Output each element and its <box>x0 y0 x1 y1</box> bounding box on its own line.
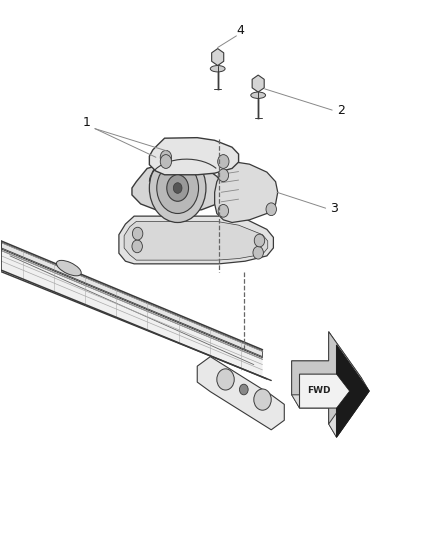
Polygon shape <box>1 251 262 378</box>
Circle shape <box>160 150 172 164</box>
Polygon shape <box>292 395 336 408</box>
Circle shape <box>218 205 229 217</box>
Circle shape <box>253 246 263 259</box>
Polygon shape <box>124 221 268 260</box>
Polygon shape <box>292 361 336 374</box>
Polygon shape <box>119 216 273 264</box>
Polygon shape <box>1 243 262 357</box>
Text: 1: 1 <box>82 116 90 129</box>
Circle shape <box>266 203 276 216</box>
Circle shape <box>218 155 229 168</box>
Circle shape <box>160 155 172 168</box>
Circle shape <box>167 175 188 201</box>
Polygon shape <box>328 332 336 374</box>
Polygon shape <box>292 361 300 408</box>
Polygon shape <box>300 345 369 437</box>
Circle shape <box>173 183 182 193</box>
Polygon shape <box>336 345 369 437</box>
Polygon shape <box>292 332 361 424</box>
Text: 2: 2 <box>337 103 345 117</box>
Circle shape <box>254 234 265 247</box>
Circle shape <box>218 169 229 182</box>
Text: 4: 4 <box>237 24 245 37</box>
Circle shape <box>132 240 142 253</box>
Polygon shape <box>149 138 239 175</box>
Circle shape <box>254 389 271 410</box>
Circle shape <box>240 384 248 395</box>
Polygon shape <box>215 161 278 222</box>
Circle shape <box>217 369 234 390</box>
Text: FWD: FWD <box>307 385 331 394</box>
Circle shape <box>149 154 206 222</box>
Circle shape <box>132 227 143 240</box>
Ellipse shape <box>251 92 265 99</box>
Circle shape <box>157 163 198 214</box>
Text: 3: 3 <box>330 201 338 215</box>
Polygon shape <box>328 378 369 437</box>
Ellipse shape <box>57 260 81 276</box>
Polygon shape <box>197 357 284 430</box>
Polygon shape <box>328 395 336 437</box>
Polygon shape <box>212 49 224 66</box>
Ellipse shape <box>210 66 225 72</box>
Polygon shape <box>328 332 369 391</box>
Polygon shape <box>132 163 223 212</box>
Polygon shape <box>252 75 264 92</box>
